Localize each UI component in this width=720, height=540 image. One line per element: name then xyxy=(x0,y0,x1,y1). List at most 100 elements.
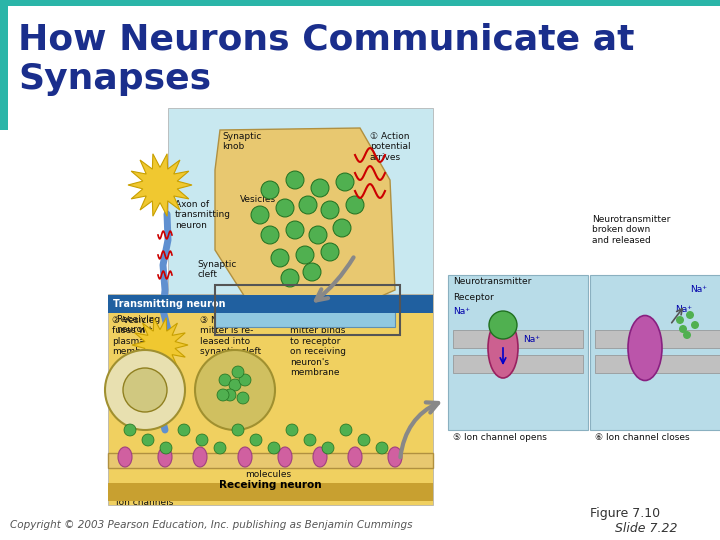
Circle shape xyxy=(340,424,352,436)
Circle shape xyxy=(178,424,190,436)
FancyBboxPatch shape xyxy=(590,275,720,430)
Circle shape xyxy=(679,325,687,333)
Circle shape xyxy=(286,221,304,239)
Circle shape xyxy=(251,206,269,224)
FancyBboxPatch shape xyxy=(215,305,395,327)
Circle shape xyxy=(123,368,167,412)
Text: ④ Neurotrans-
mitter binds
to receptor
on receiving
neuron's
membrane: ④ Neurotrans- mitter binds to receptor o… xyxy=(290,316,355,377)
Circle shape xyxy=(196,434,208,446)
Text: ② Vesicle
fuses with
plasma
membrane: ② Vesicle fuses with plasma membrane xyxy=(112,316,161,356)
Circle shape xyxy=(311,179,329,197)
Ellipse shape xyxy=(388,447,402,467)
Bar xyxy=(0,0,720,6)
Text: Synaptic cleft: Synaptic cleft xyxy=(112,460,174,469)
Text: Copyright © 2003 Pearson Education, Inc. publishing as Benjamin Cummings: Copyright © 2003 Pearson Education, Inc.… xyxy=(10,520,413,530)
Circle shape xyxy=(489,311,517,339)
Circle shape xyxy=(160,442,172,454)
Circle shape xyxy=(232,424,244,436)
Text: Na⁺: Na⁺ xyxy=(523,335,540,345)
Bar xyxy=(0,0,8,130)
Ellipse shape xyxy=(628,315,662,381)
Circle shape xyxy=(214,442,226,454)
Text: Na⁺: Na⁺ xyxy=(690,285,707,294)
FancyBboxPatch shape xyxy=(453,330,583,348)
FancyBboxPatch shape xyxy=(108,294,433,505)
Circle shape xyxy=(237,392,249,404)
Circle shape xyxy=(376,442,388,454)
Text: Synapse: Synapse xyxy=(330,310,382,320)
Circle shape xyxy=(250,434,262,446)
Text: Axon of
transmitting
neuron: Axon of transmitting neuron xyxy=(175,200,231,230)
Text: Synaptic
cleft: Synaptic cleft xyxy=(197,260,236,279)
Polygon shape xyxy=(215,128,395,310)
Text: Vesicles: Vesicles xyxy=(240,195,276,204)
Circle shape xyxy=(239,374,251,386)
Circle shape xyxy=(358,434,370,446)
Circle shape xyxy=(276,199,294,217)
FancyBboxPatch shape xyxy=(168,108,433,294)
Circle shape xyxy=(321,201,339,219)
FancyBboxPatch shape xyxy=(108,483,433,501)
Circle shape xyxy=(281,269,299,287)
Circle shape xyxy=(322,442,334,454)
Ellipse shape xyxy=(278,447,292,467)
Circle shape xyxy=(333,219,351,237)
Text: Figure 7.10: Figure 7.10 xyxy=(590,507,660,520)
Circle shape xyxy=(261,181,279,199)
Text: Neurotransmitter
broken down
and released: Neurotransmitter broken down and release… xyxy=(592,215,670,245)
Circle shape xyxy=(219,374,231,386)
Circle shape xyxy=(224,389,236,401)
Circle shape xyxy=(683,331,691,339)
Circle shape xyxy=(686,311,694,319)
FancyBboxPatch shape xyxy=(595,355,720,373)
Polygon shape xyxy=(132,318,188,372)
Circle shape xyxy=(286,171,304,189)
Circle shape xyxy=(304,434,316,446)
Circle shape xyxy=(346,196,364,214)
Circle shape xyxy=(336,173,354,191)
Circle shape xyxy=(296,246,314,264)
Text: Receptor: Receptor xyxy=(453,293,494,302)
Text: Neurotransmitter: Neurotransmitter xyxy=(453,277,531,286)
Text: ① Action
potential
arrives: ① Action potential arrives xyxy=(370,132,410,162)
Circle shape xyxy=(321,243,339,261)
Ellipse shape xyxy=(313,447,327,467)
FancyBboxPatch shape xyxy=(448,275,588,430)
Circle shape xyxy=(217,389,229,401)
Text: ⑥ Ion channel closes: ⑥ Ion channel closes xyxy=(595,433,690,442)
Circle shape xyxy=(268,442,280,454)
Circle shape xyxy=(286,424,298,436)
Text: Na⁺: Na⁺ xyxy=(453,307,470,316)
Ellipse shape xyxy=(193,447,207,467)
Text: Receiving
neuron: Receiving neuron xyxy=(116,315,161,334)
Circle shape xyxy=(142,434,154,446)
Circle shape xyxy=(299,196,317,214)
Circle shape xyxy=(271,249,289,267)
Circle shape xyxy=(309,226,327,244)
Circle shape xyxy=(229,379,241,391)
Text: ⑤ Ion channel opens: ⑤ Ion channel opens xyxy=(453,433,547,442)
Ellipse shape xyxy=(158,447,172,467)
FancyBboxPatch shape xyxy=(108,295,433,313)
Ellipse shape xyxy=(238,447,252,467)
FancyBboxPatch shape xyxy=(595,330,720,348)
Text: How Neurons Communicate at: How Neurons Communicate at xyxy=(18,22,634,56)
Ellipse shape xyxy=(348,447,362,467)
Circle shape xyxy=(195,350,275,430)
Text: Receiving neuron: Receiving neuron xyxy=(219,480,321,490)
Circle shape xyxy=(261,226,279,244)
Circle shape xyxy=(676,316,684,324)
Circle shape xyxy=(691,321,699,329)
Circle shape xyxy=(124,424,136,436)
Text: Neurotransmitter
molecules: Neurotransmitter molecules xyxy=(245,460,323,480)
Circle shape xyxy=(303,263,321,281)
Text: Synaptic
knob: Synaptic knob xyxy=(222,132,261,151)
Circle shape xyxy=(105,350,185,430)
Text: Na⁺: Na⁺ xyxy=(675,306,692,314)
Text: Slide 7.22: Slide 7.22 xyxy=(615,522,678,535)
Text: ③ Neurotrans-
mitter is re-
leased into
synaptic cleft: ③ Neurotrans- mitter is re- leased into … xyxy=(200,316,265,356)
Text: Synapses: Synapses xyxy=(18,62,211,96)
Ellipse shape xyxy=(118,447,132,467)
Text: Transmitting neuron: Transmitting neuron xyxy=(113,299,225,309)
Polygon shape xyxy=(128,154,192,216)
